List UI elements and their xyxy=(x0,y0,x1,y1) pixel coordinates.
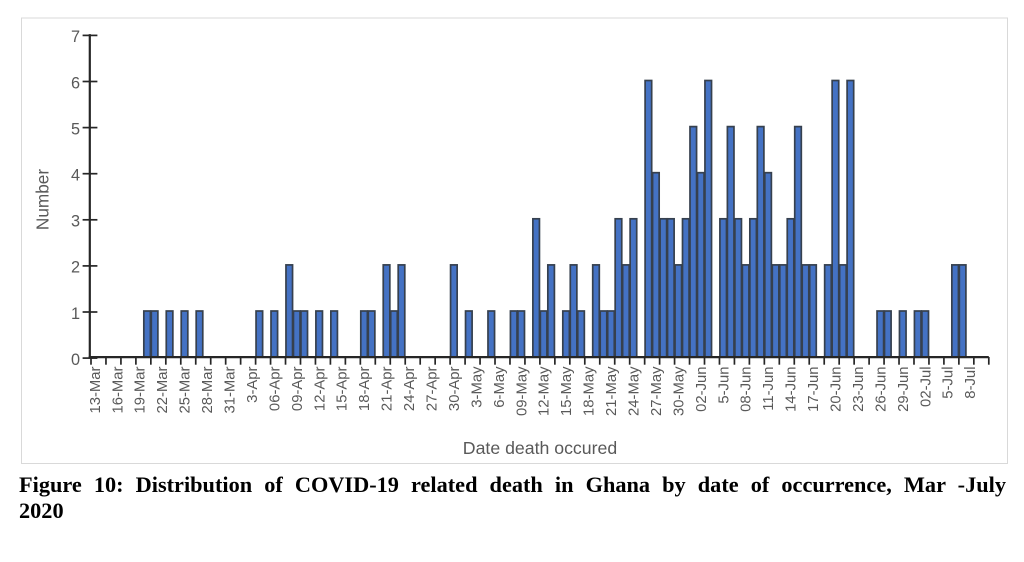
svg-text:15-May: 15-May xyxy=(559,366,575,416)
svg-text:1: 1 xyxy=(71,305,80,323)
svg-text:02-Jun: 02-Jun xyxy=(694,367,710,412)
svg-text:4: 4 xyxy=(71,167,80,185)
svg-text:06-Apr: 06-Apr xyxy=(267,366,283,411)
svg-text:28-Mar: 28-Mar xyxy=(200,366,216,413)
svg-text:24-Apr: 24-Apr xyxy=(402,366,418,411)
svg-text:0: 0 xyxy=(71,351,80,369)
svg-text:Date death occured: Date death occured xyxy=(463,438,617,458)
svg-text:7: 7 xyxy=(71,28,80,46)
svg-text:5-Jun: 5-Jun xyxy=(716,367,732,404)
svg-text:19-Mar: 19-Mar xyxy=(133,366,149,413)
svg-text:15-Apr: 15-Apr xyxy=(335,366,351,411)
svg-text:26-Jun: 26-Jun xyxy=(873,367,889,412)
svg-text:22-Mar: 22-Mar xyxy=(155,366,171,413)
svg-text:8-Jul: 8-Jul xyxy=(963,367,979,399)
svg-text:3-May: 3-May xyxy=(469,366,485,408)
svg-text:6-May: 6-May xyxy=(492,366,508,408)
svg-text:29-Jun: 29-Jun xyxy=(896,367,912,412)
svg-text:30-Apr: 30-Apr xyxy=(447,366,463,411)
svg-text:27-May: 27-May xyxy=(649,366,665,416)
svg-text:21-May: 21-May xyxy=(604,366,620,416)
svg-text:09-Apr: 09-Apr xyxy=(290,366,306,411)
svg-text:31-Mar: 31-Mar xyxy=(222,366,238,413)
svg-text:30-May: 30-May xyxy=(671,366,687,416)
svg-text:20-Jun: 20-Jun xyxy=(828,367,844,412)
svg-text:12-May: 12-May xyxy=(537,366,553,416)
svg-text:13-Mar: 13-Mar xyxy=(88,366,104,413)
svg-text:6: 6 xyxy=(71,74,80,92)
svg-text:14-Jun: 14-Jun xyxy=(784,367,800,412)
svg-text:08-Jun: 08-Jun xyxy=(739,367,755,412)
svg-text:27-Apr: 27-Apr xyxy=(424,366,440,411)
svg-text:09-May: 09-May xyxy=(514,366,530,416)
svg-text:Number: Number xyxy=(33,169,53,230)
svg-text:21-Apr: 21-Apr xyxy=(380,366,396,411)
svg-text:02-Jul: 02-Jul xyxy=(918,367,934,407)
svg-text:23-Jun: 23-Jun xyxy=(851,367,867,412)
svg-text:5: 5 xyxy=(71,120,80,138)
svg-text:24-May: 24-May xyxy=(626,366,642,416)
svg-text:12-Apr: 12-Apr xyxy=(312,366,328,411)
svg-text:16-Mar: 16-Mar xyxy=(110,366,126,413)
svg-text:2: 2 xyxy=(71,259,80,277)
svg-text:3: 3 xyxy=(71,213,80,231)
svg-text:3-Apr: 3-Apr xyxy=(245,366,261,402)
svg-text:25-Mar: 25-Mar xyxy=(178,366,194,413)
svg-text:11-Jun: 11-Jun xyxy=(761,367,777,411)
svg-text:17-Jun: 17-Jun xyxy=(806,367,822,412)
svg-text:18-Apr: 18-Apr xyxy=(357,366,373,411)
svg-text:18-May: 18-May xyxy=(582,366,598,416)
svg-text:5-Jul: 5-Jul xyxy=(941,367,957,399)
